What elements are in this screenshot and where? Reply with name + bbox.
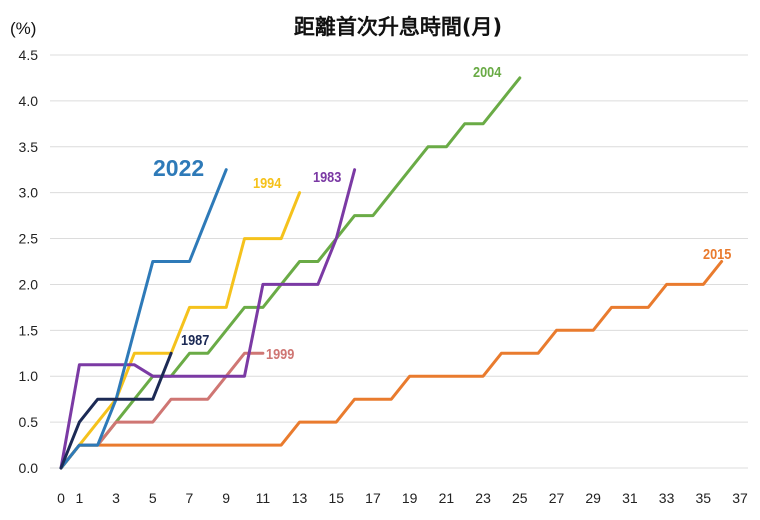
series-label-1983: 1983 <box>313 168 342 185</box>
x-tick-label: 25 <box>512 490 528 506</box>
series-label-2004: 2004 <box>473 63 502 80</box>
series-line-1994 <box>59 191 302 470</box>
series-line-1983 <box>59 168 357 470</box>
y-tick-label: 1.5 <box>19 322 39 338</box>
x-tick-label: 15 <box>328 490 344 506</box>
x-tick-label: 11 <box>256 490 271 506</box>
y-tick-label: 4.5 <box>19 47 39 63</box>
x-tick-label: 3 <box>112 490 120 506</box>
x-tick-label: 27 <box>549 490 565 506</box>
x-tick-label: 33 <box>659 490 675 506</box>
y-tick-label: 3.5 <box>19 139 39 155</box>
series-label-1987: 1987 <box>181 331 210 348</box>
x-tick-label: 31 <box>622 490 638 506</box>
x-tick-label: 37 <box>732 490 748 506</box>
x-tick-label: 5 <box>149 490 157 506</box>
series-line-1999 <box>59 351 265 470</box>
x-tick-label: 29 <box>585 490 601 506</box>
x-axis-ticks: 0 1 3 5 7 9 11 13 15 17 19 21 23 25 27 29 31 33 35 37 <box>57 490 748 506</box>
y-tick-label: 1.0 <box>19 368 39 384</box>
x-tick-label: 9 <box>222 490 230 506</box>
x-tick-label: 13 <box>292 490 308 506</box>
y-tick-label: 0.0 <box>19 460 39 476</box>
x-tick-label: 35 <box>696 490 712 506</box>
y-tick-label: 3.0 <box>19 185 39 201</box>
x-tick-label: 23 <box>475 490 491 506</box>
y-axis-ticks: 0.0 0.5 1.0 1.5 2.0 2.5 3.0 3.5 4.0 4.5 <box>19 47 39 476</box>
series-line-2022 <box>59 168 228 470</box>
series-lines <box>59 76 724 470</box>
x-tick-label: 0 <box>57 490 65 506</box>
y-tick-label: 2.0 <box>19 276 39 292</box>
x-tick-label: 1 <box>75 490 83 506</box>
series-labels: 2022 1994 1983 2004 2015 1999 1987 <box>153 63 732 362</box>
series-label-2015: 2015 <box>703 245 732 262</box>
x-tick-label: 19 <box>402 490 418 506</box>
series-line-1987 <box>59 351 173 470</box>
series-label-1994: 1994 <box>253 174 282 191</box>
x-tick-label: 17 <box>365 490 381 506</box>
y-tick-label: 0.5 <box>19 414 39 430</box>
y-tick-label: 2.5 <box>19 231 39 247</box>
series-line-2015 <box>59 260 724 470</box>
y-tick-label: 4.0 <box>19 93 39 109</box>
chart-title: 距離首次升息時間(月) <box>294 15 502 39</box>
series-line-2004 <box>59 76 522 470</box>
series-label-1999: 1999 <box>266 345 295 362</box>
y-axis-unit: (%) <box>10 19 36 38</box>
x-tick-label: 7 <box>186 490 194 506</box>
x-tick-label: 21 <box>439 490 455 506</box>
series-label-2022: 2022 <box>153 155 204 181</box>
